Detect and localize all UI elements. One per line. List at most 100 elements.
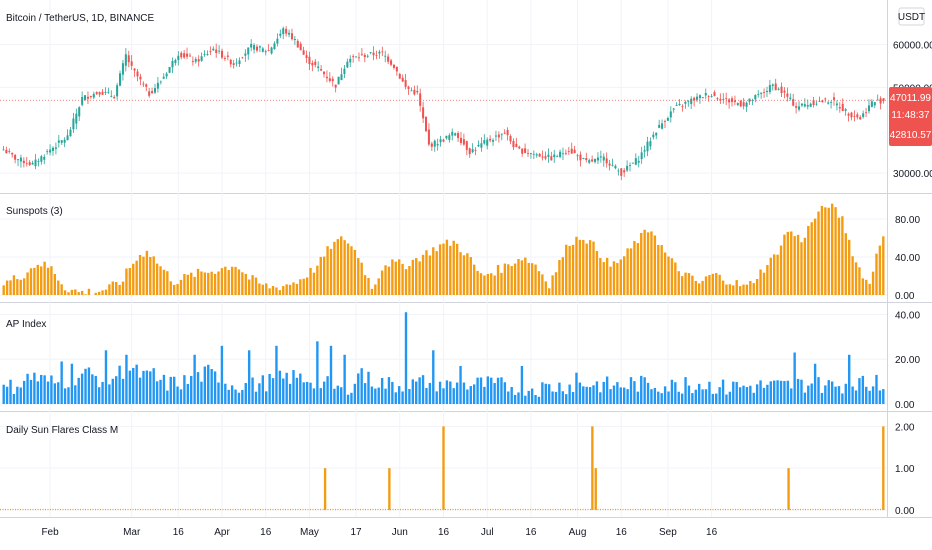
sunspots-bar <box>329 248 333 295</box>
ap-index-bar <box>70 363 74 404</box>
candle-body <box>171 61 174 68</box>
sunspots-bar <box>19 279 22 295</box>
ap-index-bar <box>626 389 629 404</box>
sunspots-bar <box>827 207 830 295</box>
ap-index-bar <box>636 391 640 404</box>
sunspots-bar <box>742 284 745 295</box>
ap-index-bar <box>326 376 329 404</box>
sunspots-bar <box>408 266 411 295</box>
candle-body <box>247 47 250 55</box>
ap-index-bar <box>63 388 67 404</box>
sunspots-bar <box>67 292 70 295</box>
sunspots-bar <box>445 239 449 295</box>
sunspots-bar <box>476 270 479 295</box>
sunspots-bar <box>449 245 452 295</box>
sunspots-title: Sunspots (3) <box>6 206 63 217</box>
sunspots-bar <box>745 284 749 295</box>
ap-index-bar <box>149 371 152 404</box>
candle-body <box>8 151 11 152</box>
candle-body <box>288 32 291 35</box>
ap-index-bar <box>704 389 708 404</box>
sun-flares-tick-label: 2.00 <box>895 422 915 433</box>
candle-body <box>742 102 745 107</box>
sunspots-bar <box>80 290 84 295</box>
ap-index-bar <box>609 389 612 404</box>
candle-body <box>89 96 92 97</box>
sunspots-bar <box>704 276 708 295</box>
ap-index-bar <box>435 391 438 404</box>
sunspots-bar <box>486 273 490 295</box>
ap-index-bar <box>711 393 715 404</box>
ap-index-bar <box>404 312 408 404</box>
candle-body <box>556 156 559 157</box>
sunspots-bar <box>125 268 128 295</box>
currency-badge[interactable] <box>898 7 925 26</box>
candle-body <box>477 144 480 147</box>
candle-body <box>334 84 337 88</box>
ap-index-bar <box>53 383 57 404</box>
candle-body <box>882 98 885 101</box>
sunspots-bar <box>786 231 790 295</box>
ap-index-bar <box>312 388 316 404</box>
sunspots-bar <box>496 264 500 295</box>
candle-body <box>684 101 687 104</box>
candle-body <box>541 156 544 158</box>
sunspots-bar <box>595 251 599 295</box>
sunspots-bar <box>817 211 820 295</box>
sunspots-bar <box>77 292 80 295</box>
sunspots-bar <box>459 252 462 295</box>
ap-index-bar <box>701 389 704 404</box>
candle-body <box>95 92 98 94</box>
candle-body <box>853 116 856 118</box>
candle-body <box>2 149 5 151</box>
candle-body <box>124 54 127 66</box>
candle-body <box>579 154 582 161</box>
candle-body <box>267 50 270 51</box>
sunspots-bar <box>524 257 527 295</box>
sunspots-bar <box>813 218 817 295</box>
candle-body <box>188 55 191 57</box>
ap-index-bar <box>813 363 817 404</box>
sunspots-bar <box>442 243 445 295</box>
candle-body <box>218 50 221 52</box>
candle-body <box>81 97 84 105</box>
candle-body <box>191 61 194 62</box>
sunspots-bar <box>520 260 524 295</box>
candle-body <box>818 100 821 102</box>
ap-index-bar <box>12 393 16 404</box>
candle-body <box>92 93 95 98</box>
sunspots-bar <box>841 216 844 295</box>
candle-body <box>658 124 661 128</box>
ap-index-bar <box>517 392 520 404</box>
ap-index-bar <box>554 391 558 404</box>
candle-body <box>564 152 567 154</box>
sunspots-tick-label: 40.00 <box>895 253 920 264</box>
ap-index-bar <box>551 391 554 404</box>
candle-body <box>101 91 104 95</box>
ap-index-bar <box>179 389 183 404</box>
ap-index-bar <box>466 389 469 404</box>
sunspots-bar <box>316 265 319 295</box>
ap-index-bar <box>380 377 384 404</box>
ap-index-bar <box>234 389 237 404</box>
candle-body <box>19 157 22 162</box>
ap-index-bar <box>80 373 84 404</box>
candle-body <box>704 93 707 96</box>
candle-body <box>663 121 666 123</box>
sunspots-bar <box>592 241 595 295</box>
sunspots-bar <box>728 284 732 295</box>
sunspots-bar <box>207 272 210 295</box>
sunspots-bar <box>363 275 367 295</box>
ap-index-bar <box>367 371 370 404</box>
candle-body <box>156 82 159 89</box>
sunspots-bar <box>807 225 810 295</box>
ap-index-bar <box>534 395 537 404</box>
sunspots-bar <box>510 266 513 295</box>
ap-index-bar <box>91 374 94 404</box>
candle-body <box>716 98 719 100</box>
sunspots-bar <box>360 262 363 295</box>
candle-body <box>378 51 381 54</box>
candle-body <box>424 116 428 132</box>
sunspots-bar <box>472 264 476 295</box>
x-tick-label: 16 <box>260 527 272 538</box>
